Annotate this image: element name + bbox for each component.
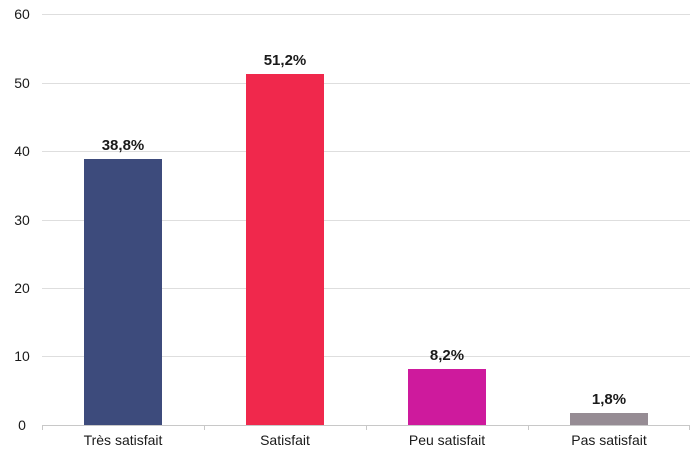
y-axis-tick-label: 10 (14, 348, 30, 365)
gridline (42, 150, 690, 152)
bar-group-satisfait: 51,2% (204, 14, 366, 425)
gridline (42, 219, 690, 221)
y-axis-tick-label: 30 (14, 211, 30, 228)
bar-group-peu-satisfait: 8,2% (366, 14, 528, 425)
gridline (42, 82, 690, 84)
y-axis-tick-label: 20 (14, 280, 30, 296)
bar-value-label: 8,2% (429, 346, 465, 364)
bar-value-label: 38,8% (101, 137, 145, 155)
x-axis-category-label: Satisfait (260, 432, 310, 448)
y-axis: 60 50 40 30 20 10 0 (2, 6, 42, 433)
y-axis-tick-label: 50 (14, 74, 30, 91)
gridline (42, 356, 690, 358)
bar (570, 412, 648, 425)
bar-group-tres-satisfait: 38,8% (42, 14, 204, 425)
bar-group-pas-satisfait: 1,8% (528, 14, 690, 425)
bar (84, 159, 162, 425)
x-axis-tick (42, 425, 43, 430)
x-axis-tick (204, 425, 205, 430)
y-axis-tick-label: 0 (18, 417, 26, 433)
x-axis-category-label: Très satisfait (83, 432, 163, 448)
bar (408, 368, 486, 425)
bar-value-label: 1,8% (591, 390, 627, 408)
bar (246, 74, 324, 425)
x-axis-tick (366, 425, 367, 430)
x-axis-category-label: Pas satisfait (571, 432, 647, 448)
y-axis-tick-label: 60 (14, 6, 30, 22)
x-axis-tick (689, 425, 690, 430)
gridline (42, 288, 690, 289)
plot-area: 38,8% 51,2% 8,2% 1,8% (42, 14, 690, 430)
x-axis: Très satisfait Satisfait Peu satisfait P… (42, 432, 690, 448)
y-axis-tick-label: 40 (14, 142, 30, 159)
x-axis-tick (528, 425, 529, 430)
x-axis-category-label: Peu satisfait (408, 432, 486, 448)
gridline (42, 14, 690, 15)
bars-container: 38,8% 51,2% 8,2% 1,8% (42, 14, 690, 425)
bar-value-label: 51,2% (263, 52, 307, 70)
